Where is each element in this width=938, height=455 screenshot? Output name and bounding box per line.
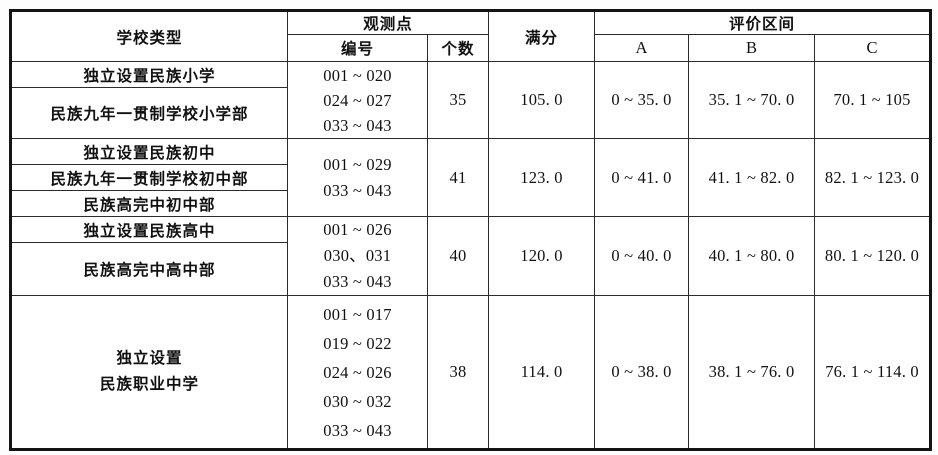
- number-range-line: 033 ~ 043: [323, 420, 392, 440]
- header-number: 编号: [287, 34, 428, 62]
- header-row-2: 编号 个数 A B C: [11, 34, 932, 62]
- school-type-line: 民族职业中学: [99, 376, 199, 393]
- school-type-cell: 民族高完中初中部: [10, 190, 288, 217]
- table-row: 独立设置民族高中 001 ~ 026 030、031 033 ~ 043 40 …: [10, 215, 932, 296]
- interval-c-cell: 80. 1 ~ 120. 0: [814, 216, 932, 296]
- header-school-type: 学校类型: [10, 10, 288, 62]
- number-range-line: 001 ~ 017: [323, 304, 392, 324]
- interval-a-cell: 0 ~ 38. 0: [594, 295, 690, 450]
- school-type-cell: 独立设置民族小学: [10, 61, 288, 88]
- header-grade-c: C: [814, 34, 932, 62]
- number-range-line: 033 ~ 043: [323, 180, 392, 200]
- number-ranges-cell: 001 ~ 020 024 ~ 027 033 ~ 043: [287, 61, 428, 139]
- interval-a-cell: 0 ~ 40. 0: [594, 216, 690, 296]
- number-range-line: 033 ~ 043: [323, 115, 392, 135]
- school-type-cell: 独立设置 民族职业中学: [10, 295, 288, 450]
- table-row: 独立设置 民族职业中学 001 ~ 017 019 ~ 022 024 ~ 02…: [10, 295, 932, 450]
- full-score-cell: 120. 0: [488, 216, 596, 296]
- number-ranges-cell: 001 ~ 029 033 ~ 043: [287, 138, 428, 217]
- table-row: 民族高完中初中部: [10, 190, 931, 217]
- school-type-cell: 民族高完中高中部: [10, 242, 288, 296]
- interval-a-cell: 0 ~ 41. 0: [594, 138, 690, 217]
- header-observation-points: 观测点: [286, 10, 490, 35]
- school-evaluation-table: 学校类型 观测点 满分 评价区间 编号 个数 A B C 独立设置民族小学 00…: [9, 9, 933, 451]
- header-grade-a: A: [594, 34, 690, 62]
- interval-b-cell: 38. 1 ~ 76. 0: [688, 295, 816, 450]
- school-type-cell: 独立设置民族初中: [10, 138, 288, 165]
- number-ranges-cell: 001 ~ 026 030、031 033 ~ 043: [287, 216, 428, 296]
- number-range-line: 024 ~ 027: [323, 90, 392, 110]
- interval-b-cell: 40. 1 ~ 80. 0: [688, 216, 816, 296]
- number-range-line: 030、031: [323, 246, 392, 265]
- school-type-cell: 民族九年一贯制学校小学部: [10, 87, 288, 139]
- number-range-line: 033 ~ 043: [323, 272, 392, 291]
- count-cell: 38: [426, 295, 490, 450]
- interval-c-cell: 82. 1 ~ 123. 0: [814, 138, 932, 217]
- interval-a-cell: 0 ~ 35. 0: [594, 61, 690, 139]
- full-score-cell: 123. 0: [488, 138, 596, 217]
- full-score-cell: 114. 0: [488, 295, 596, 450]
- interval-b-cell: 35. 1 ~ 70. 0: [688, 61, 816, 139]
- number-ranges-cell: 001 ~ 017 019 ~ 022 024 ~ 026 030 ~ 032 …: [287, 295, 428, 450]
- school-type-cell: 独立设置民族高中: [10, 215, 288, 244]
- table-row: 独立设置民族小学 001 ~ 020 024 ~ 027 033 ~ 043 3…: [10, 61, 932, 139]
- number-range-line: 001 ~ 020: [323, 65, 392, 85]
- count-cell: 41: [426, 138, 490, 217]
- number-range-line: 001 ~ 029: [323, 154, 392, 174]
- table-row: 民族九年一贯制学校初中部: [10, 164, 931, 191]
- number-range-line: 019 ~ 022: [323, 333, 392, 353]
- full-score-cell: 105. 0: [488, 61, 596, 139]
- header-full-score: 满分: [488, 10, 596, 62]
- interval-b-cell: 41. 1 ~ 82. 0: [688, 138, 816, 217]
- header-count: 个数: [426, 34, 490, 62]
- header-evaluation-interval: 评价区间: [594, 10, 932, 35]
- number-range-line: 001 ~ 026: [323, 220, 392, 239]
- interval-c-cell: 70. 1 ~ 105: [814, 61, 932, 139]
- count-cell: 40: [426, 216, 490, 296]
- school-type-cell: 民族九年一贯制学校初中部: [10, 164, 288, 191]
- count-cell: 35: [426, 61, 490, 139]
- interval-c-cell: 76. 1 ~ 114. 0: [814, 295, 932, 450]
- number-range-line: 030 ~ 032: [323, 391, 392, 411]
- table-row: 民族高完中高中部: [10, 242, 931, 296]
- table-row: 独立设置民族初中 001 ~ 029 033 ~ 043 41 123. 0 0…: [10, 138, 932, 217]
- header-row-1: 学校类型 观测点 满分 评价区间: [10, 10, 932, 62]
- header-grade-b: B: [688, 34, 816, 62]
- school-type-line: 独立设置: [116, 350, 183, 367]
- number-range-line: 024 ~ 026: [323, 362, 392, 382]
